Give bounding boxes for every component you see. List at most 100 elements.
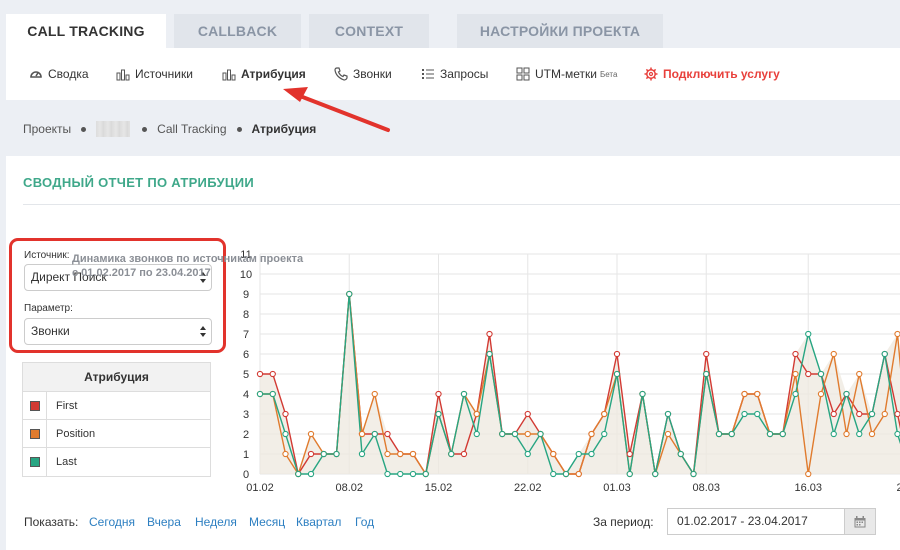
y-tick-label: 1 (243, 449, 249, 461)
x-tick-label: 08.02 (335, 482, 363, 494)
data-point-position (307, 430, 315, 438)
data-point-last (664, 410, 672, 418)
data-point-first (384, 430, 391, 438)
subnav-label: Звонки (353, 67, 392, 81)
data-point-last (856, 430, 863, 438)
y-tick-label: 7 (243, 329, 249, 341)
data-point-first (792, 350, 799, 358)
source-select-value: Директ Поиск (31, 270, 107, 284)
legend-item-label: First (56, 399, 78, 412)
data-point-last (346, 290, 353, 298)
breadcrumb-separator (81, 126, 87, 132)
data-point-last (499, 430, 506, 438)
data-point-last (460, 390, 468, 398)
y-tick-label: 11 (240, 249, 251, 261)
x-tick-label: 01.02 (246, 482, 274, 494)
y-tick-label: 3 (243, 409, 249, 421)
data-point-last (754, 410, 761, 418)
data-point-last (652, 470, 659, 478)
subnav-label: Запросы (440, 67, 489, 81)
list-icon (422, 69, 434, 79)
data-point-position (575, 470, 582, 478)
data-point-first (856, 410, 863, 418)
tab-callback[interactable]: CALLBACK (174, 14, 301, 48)
subnav-item-calls[interactable]: Звонки (334, 67, 392, 81)
source-select[interactable]: Директ Поиск (24, 264, 212, 291)
legend-swatch-last (29, 457, 40, 467)
data-point-last (868, 410, 876, 418)
legend-title: Атрибуция (23, 363, 210, 392)
select-arrows-icon (200, 326, 206, 337)
data-point-first (613, 350, 621, 358)
data-point-last (690, 470, 697, 478)
legend-item-label: Position (56, 427, 96, 440)
tab-project-settings[interactable]: НАСТРОЙКИ ПРОЕКТА (457, 14, 663, 48)
page-title: СВОДНЫЙ ОТЧЕТ ПО АТРИБУЦИИ (23, 175, 254, 190)
source-label: Источник: (24, 250, 70, 261)
data-point-position (664, 430, 672, 438)
data-point-last (384, 470, 391, 478)
data-point-last (256, 390, 264, 398)
period-today-link[interactable]: Сегодня (89, 515, 135, 529)
filters-box: Источник: Директ Поиск Параметр: Звонки (9, 238, 226, 353)
breadcrumb-projects[interactable]: Проекты (23, 122, 72, 136)
data-point-position (601, 410, 608, 418)
tab-context[interactable]: CONTEXT (309, 14, 429, 48)
chart-subtitle: с 01.02.2017 по 23.04.2017 (72, 267, 211, 279)
data-point-position (881, 410, 888, 418)
data-point-last (358, 450, 366, 458)
data-point-position (843, 430, 850, 438)
data-point-last (524, 450, 531, 458)
data-point-last (511, 430, 519, 438)
data-point-first (524, 410, 531, 418)
data-point-last (550, 470, 557, 478)
period-year-link[interactable]: Год (355, 515, 375, 529)
subnav-item-connect-service[interactable]: Подключить услугу (644, 67, 780, 81)
period-week-link[interactable]: Неделя (195, 515, 237, 529)
data-point-first (307, 450, 315, 458)
period-yesterday-link[interactable]: Вчера (147, 515, 181, 529)
period-quarter-link[interactable]: Квартал (296, 515, 342, 529)
data-point-last (601, 430, 608, 438)
grid-icon (516, 67, 530, 81)
subnav-item-attribution[interactable]: Атрибуция (222, 67, 306, 81)
subnav-item-sources[interactable]: Источники (116, 67, 193, 81)
attribution-chart: 0 1 2 3 4 5 6 7 8 9 10 11 01.02 08.02 15.02 22.02 01.03 0… (240, 249, 900, 494)
chart-title-line: Динамика звонков по источникам проекта (72, 253, 304, 265)
y-tick-label: 5 (243, 369, 249, 381)
data-point-last (282, 430, 289, 438)
data-point-last (486, 350, 493, 358)
y-tick-label: 4 (243, 389, 249, 401)
legend-item-position[interactable]: Position (23, 419, 210, 448)
data-point-position (371, 390, 378, 398)
calendar-button[interactable] (844, 508, 876, 535)
legend-item-last[interactable]: Last (23, 448, 210, 476)
y-tick-label: 10 (240, 269, 252, 281)
data-point-last (677, 450, 684, 458)
legend-swatch-cell (23, 391, 47, 420)
x-tick-label: 08.03 (692, 482, 720, 494)
data-point-first (269, 370, 276, 378)
subnav-label: Источники (135, 67, 193, 81)
breadcrumb-project-name-redacted[interactable] (96, 121, 131, 137)
subnav-item-utm[interactable]: UTM-метки Бета (516, 67, 617, 81)
range-label: За период: (593, 515, 654, 529)
data-point-last (269, 390, 276, 398)
tab-call-tracking[interactable]: CALL TRACKING (6, 14, 166, 48)
subnav-item-summary[interactable]: Сводка (29, 67, 89, 81)
breadcrumb-call-tracking[interactable]: Call Tracking (157, 122, 227, 136)
param-select[interactable]: Звонки (24, 318, 212, 345)
data-point-last (371, 430, 378, 438)
legend-item-first[interactable]: First (23, 391, 210, 420)
date-range-input[interactable]: 01.02.2017 - 23.04.2017 (667, 508, 851, 535)
subnav-label: Атрибуция (241, 67, 306, 81)
subnav-item-queries[interactable]: Запросы (421, 67, 488, 81)
period-month-link[interactable]: Месяц (249, 515, 286, 529)
dashboard-icon (30, 71, 42, 78)
data-point-first (703, 350, 710, 358)
data-point-position (282, 450, 289, 458)
data-point-position (588, 430, 595, 438)
data-point-last (715, 430, 723, 438)
data-point-last (639, 390, 646, 398)
data-point-last (307, 470, 315, 478)
